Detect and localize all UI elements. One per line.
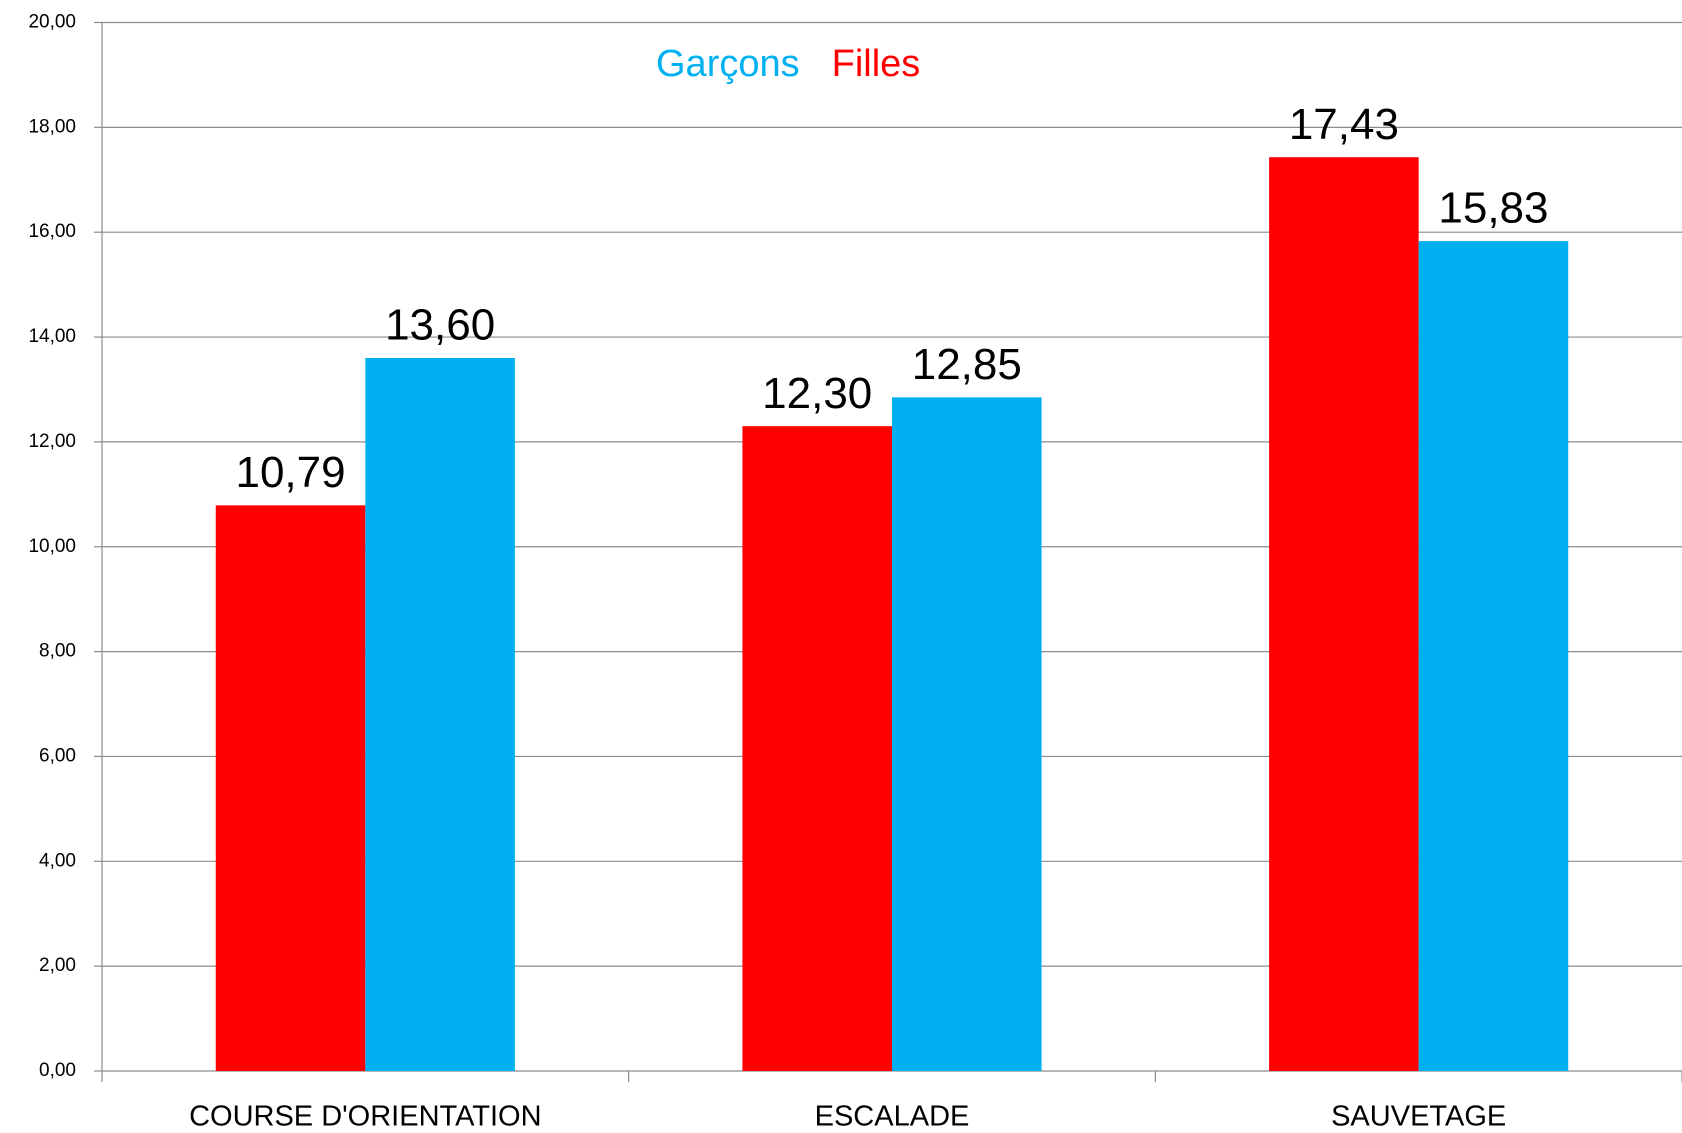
bar — [365, 358, 515, 1071]
data-label: 12,30 — [762, 369, 872, 418]
bar — [215, 505, 366, 1072]
legend-label: Filles — [832, 43, 921, 85]
bar — [1269, 157, 1419, 1072]
data-label: 17,43 — [1289, 100, 1399, 149]
y-tick-label: 2,00 — [39, 955, 76, 976]
y-tick-label: 10,00 — [28, 536, 76, 557]
x-tick-label: COURSE D'ORIENTATION — [189, 1101, 541, 1133]
y-tick-label: 6,00 — [39, 745, 76, 766]
legend-label: Garçons — [656, 43, 800, 85]
bar — [892, 397, 1042, 1071]
y-tick-label: 8,00 — [39, 641, 76, 662]
y-tick-label: 0,00 — [39, 1060, 76, 1081]
x-tick-label: ESCALADE — [815, 1101, 970, 1133]
data-label: 13,60 — [385, 301, 495, 350]
y-tick-label: 16,00 — [28, 221, 76, 242]
bar — [1418, 241, 1569, 1071]
data-label: 10,79 — [235, 448, 345, 497]
y-tick-label: 14,00 — [28, 326, 76, 347]
data-label: 15,83 — [1438, 184, 1548, 233]
y-tick-label: 4,00 — [39, 850, 76, 871]
y-tick-label: 20,00 — [28, 12, 76, 33]
x-tick-label: SAUVETAGE — [1331, 1101, 1506, 1133]
y-tick-label: 12,00 — [28, 431, 76, 452]
y-tick-label: 18,00 — [28, 116, 76, 137]
data-label: 12,85 — [912, 340, 1022, 389]
bar — [742, 426, 892, 1071]
